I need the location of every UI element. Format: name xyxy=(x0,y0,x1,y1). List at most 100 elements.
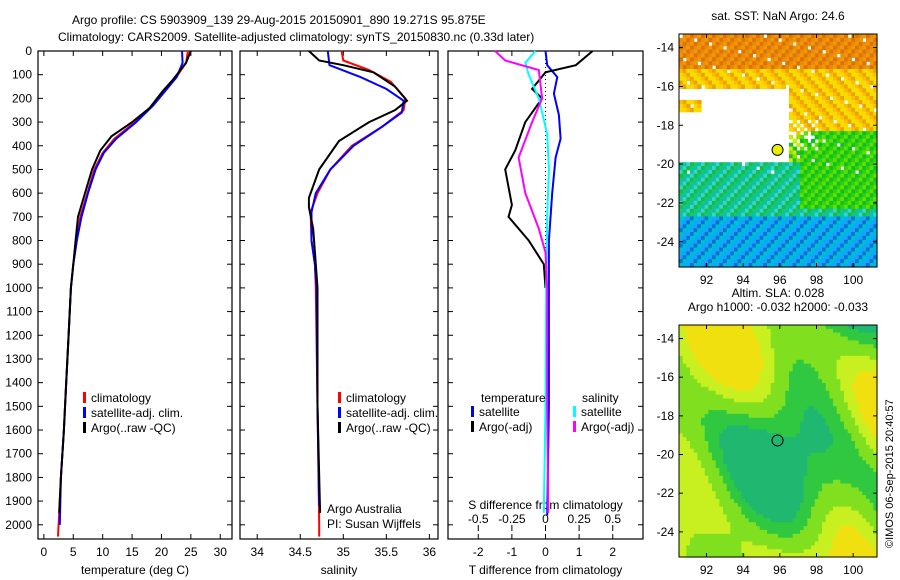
map-cell xyxy=(690,255,695,260)
map-cell xyxy=(833,448,838,454)
map-cell xyxy=(726,208,731,214)
map-cell xyxy=(873,49,878,54)
map-cell xyxy=(873,328,878,334)
map-cell xyxy=(730,425,735,430)
map-cell xyxy=(796,325,801,330)
map-cell xyxy=(862,406,867,411)
map-cell xyxy=(737,53,742,58)
map-cell xyxy=(840,131,845,136)
map-cell xyxy=(818,96,823,101)
map-cell xyxy=(686,441,691,446)
map-cell xyxy=(712,452,717,458)
map-cell xyxy=(866,100,871,105)
map-cell xyxy=(789,406,794,411)
map-cell xyxy=(796,224,801,229)
map-cell xyxy=(715,363,720,369)
map-cell xyxy=(697,193,702,198)
map-cell xyxy=(803,410,808,415)
map-cell xyxy=(847,224,852,229)
map-cell xyxy=(858,259,863,264)
map-cell xyxy=(774,425,779,430)
map-cell xyxy=(811,332,816,338)
map-cell xyxy=(701,69,706,74)
map-cell xyxy=(745,189,750,194)
map-cell xyxy=(682,444,687,450)
map-cell xyxy=(792,185,797,190)
map-cell xyxy=(814,413,819,419)
map-cell xyxy=(690,413,695,419)
map-cell xyxy=(748,332,753,338)
map-cell xyxy=(800,421,805,427)
map-cell xyxy=(814,88,819,93)
map-cell xyxy=(770,166,775,171)
map-cell xyxy=(796,437,801,442)
map-cell xyxy=(763,181,768,187)
map-cell xyxy=(748,37,753,43)
map-cell xyxy=(829,402,834,407)
map-cell xyxy=(866,96,871,101)
map-cell xyxy=(855,348,860,353)
map-cell xyxy=(752,410,757,415)
map-cell xyxy=(723,441,728,446)
map-cell xyxy=(745,444,750,450)
annotation-line: PI: Susan Wijffels xyxy=(327,517,421,531)
map-cell xyxy=(855,103,860,109)
map-cell xyxy=(792,208,797,214)
map-cell xyxy=(833,65,838,70)
map-cell xyxy=(851,76,856,82)
map-cell xyxy=(844,437,849,442)
map-cell xyxy=(803,166,808,171)
map-cell xyxy=(829,103,834,109)
map-cell xyxy=(719,325,724,330)
map-cell xyxy=(770,259,775,264)
map-cell xyxy=(800,406,805,411)
map-cell xyxy=(869,460,874,465)
map-cell xyxy=(715,166,720,171)
map-cell xyxy=(803,460,808,465)
map-cell xyxy=(858,371,863,376)
map-cell xyxy=(774,371,779,376)
map-cell xyxy=(858,57,863,62)
map-cell xyxy=(679,355,684,361)
map-cell xyxy=(825,452,830,458)
map-cell xyxy=(873,363,878,369)
map-cell xyxy=(734,84,739,89)
map-cell xyxy=(833,193,838,198)
map-cell xyxy=(800,239,805,245)
map-cell xyxy=(792,72,797,78)
map-cell xyxy=(851,201,856,206)
map-cell xyxy=(679,173,684,179)
map-cell xyxy=(686,410,691,415)
map-cell xyxy=(829,45,834,51)
map-cell xyxy=(701,228,706,233)
map-cell xyxy=(719,429,724,434)
map-cell xyxy=(715,410,720,415)
map-cell xyxy=(715,37,720,43)
map-cell xyxy=(697,413,702,419)
map-cell xyxy=(833,344,838,349)
map-cell xyxy=(745,340,750,345)
map-cell xyxy=(803,158,808,163)
map-cell xyxy=(803,208,808,214)
map-cell xyxy=(811,468,816,473)
map-cell xyxy=(807,340,812,345)
map-cell xyxy=(825,61,830,66)
map-cell xyxy=(770,69,775,74)
map-cell xyxy=(858,328,863,334)
map-cell xyxy=(847,53,852,58)
map-cell xyxy=(800,204,805,210)
map-cell xyxy=(829,410,834,415)
map-cell xyxy=(737,181,742,187)
map-cell xyxy=(855,135,860,140)
map-cell xyxy=(679,243,684,249)
map-cell xyxy=(756,410,761,415)
map-cell xyxy=(701,235,706,241)
map-cell xyxy=(693,224,698,229)
map-cell xyxy=(697,452,702,458)
map-cell xyxy=(803,340,808,345)
map-cell xyxy=(693,189,698,194)
map-cell xyxy=(855,100,860,105)
map-cell xyxy=(800,92,805,97)
map-cell xyxy=(781,398,786,403)
map-cell xyxy=(836,127,841,132)
